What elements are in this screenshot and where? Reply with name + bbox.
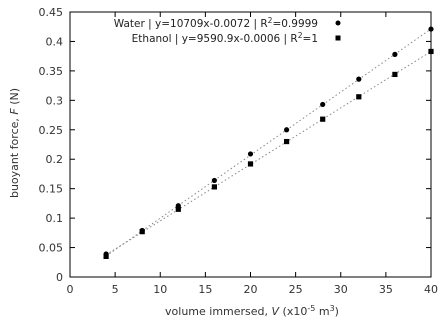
y-tick-label: 0 xyxy=(56,271,63,284)
data-point-ethanol xyxy=(247,161,254,167)
y-axis-label: buoyant force, F (N) xyxy=(8,88,21,198)
legend-label-ethanol: Ethanol | y=9590.9x-0.0006 | R2=1 xyxy=(132,31,318,45)
x-tick-label: 10 xyxy=(153,283,167,296)
data-markers xyxy=(103,26,434,259)
data-point-ethanol xyxy=(392,71,398,78)
y-tick-label: 0.05 xyxy=(39,242,64,255)
data-point-ethanol xyxy=(284,138,290,145)
y-tick-label: 0.2 xyxy=(46,153,64,166)
data-point-ethanol xyxy=(356,94,362,100)
y-tick-label: 0.4 xyxy=(46,35,64,48)
fit-lines xyxy=(105,28,432,257)
y-tick-label: 0.15 xyxy=(39,183,64,196)
x-tick-label: 15 xyxy=(198,283,212,296)
x-tick-label: 20 xyxy=(244,283,258,296)
x-tick-label: 30 xyxy=(334,283,348,296)
x-tick-label: 25 xyxy=(289,283,303,296)
data-point-ethanol xyxy=(103,253,109,259)
legend-marker-ethanol xyxy=(335,35,341,41)
data-point-ethanol xyxy=(175,206,181,212)
y-tick-label: 0.3 xyxy=(46,94,64,107)
data-point-water xyxy=(320,101,326,108)
plot-frame xyxy=(69,11,432,278)
y-tick-label: 0.35 xyxy=(39,65,64,78)
legend-label-water: Water | y=10709x-0.0072 | R2=0.9999 xyxy=(114,16,318,30)
x-tick-label: 40 xyxy=(424,283,438,296)
x-axis-label: volume immersed, V (x10-5 m3) xyxy=(165,304,339,318)
legend-marker-water xyxy=(335,20,341,26)
x-tick-label: 35 xyxy=(379,283,393,296)
data-point-water xyxy=(247,151,254,157)
y-tick-label: 0.25 xyxy=(39,124,64,137)
y-tick-label: 0.1 xyxy=(46,212,64,225)
data-point-water xyxy=(211,177,217,184)
axes: 0 5 10 15 20 25 30 35 40 0 0.05 0.1 0.15 0.2 0.25 0.3 0.… xyxy=(39,6,438,296)
x-tick-label: 5 xyxy=(112,283,119,296)
fit-line-ethanol xyxy=(105,51,432,256)
x-tick-label: 0 xyxy=(67,283,74,296)
data-point-water xyxy=(356,76,362,82)
data-point-ethanol xyxy=(139,229,145,235)
data-point-ethanol xyxy=(320,116,326,122)
data-point-water xyxy=(392,51,398,58)
data-point-water xyxy=(284,127,290,133)
legend: Water | y=10709x-0.0072 | R2=0.9999 Etha… xyxy=(114,16,341,45)
data-point-ethanol xyxy=(211,184,217,190)
fit-line-water xyxy=(105,28,432,257)
y-tick-label: 0.45 xyxy=(39,6,64,19)
